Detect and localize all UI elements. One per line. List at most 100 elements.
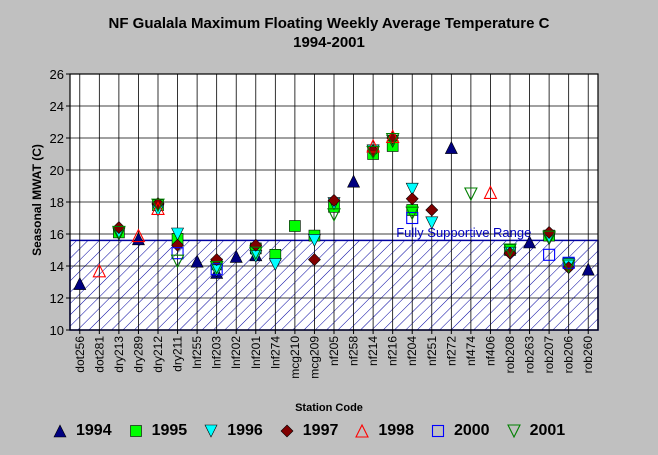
x-tick-label: mcg210 bbox=[288, 336, 302, 379]
point-1998 bbox=[151, 201, 165, 215]
point-2001 bbox=[111, 225, 126, 240]
point-2001 bbox=[561, 259, 576, 274]
x-tick-label: rob208 bbox=[503, 336, 517, 374]
legend-item-1998: 1998 bbox=[354, 422, 414, 440]
point-2001 bbox=[503, 243, 517, 258]
x-tick-label: nf251 bbox=[425, 336, 439, 366]
point-2001 bbox=[151, 198, 165, 213]
x-tick-label: dry289 bbox=[131, 336, 145, 373]
point-1994 bbox=[229, 249, 243, 263]
x-tick-label: nf406 bbox=[483, 336, 497, 366]
point-1996 bbox=[425, 216, 439, 230]
point-2001 bbox=[405, 206, 420, 221]
point-1997 bbox=[249, 238, 263, 252]
legend-marker-1996 bbox=[204, 424, 218, 438]
point-1998 bbox=[131, 228, 146, 243]
point-1998 bbox=[483, 185, 498, 199]
x-tick-label: nf258 bbox=[347, 336, 361, 366]
legend-marker-2000 bbox=[431, 424, 445, 438]
legend: 1994 1995 1996 1997 1998 2000 2001 bbox=[52, 420, 581, 442]
legend-marker-1998 bbox=[355, 423, 370, 438]
x-tick-label: nf272 bbox=[444, 336, 458, 366]
y-tick-label: 20 bbox=[50, 163, 64, 178]
series-2001 bbox=[111, 133, 576, 275]
legend-item-2000: 2000 bbox=[430, 422, 490, 440]
x-tick-label: lnf201 bbox=[249, 336, 263, 369]
x-tick-label: nf204 bbox=[405, 336, 419, 366]
legend-label: 1996 bbox=[227, 422, 263, 439]
point-1997 bbox=[542, 225, 556, 239]
x-tick-label: nf474 bbox=[464, 336, 478, 366]
y-tick-label: 12 bbox=[50, 291, 64, 306]
point-2000 bbox=[406, 211, 419, 225]
point-1996 bbox=[268, 258, 282, 272]
point-1997 bbox=[327, 193, 341, 207]
point-1997 bbox=[562, 261, 576, 275]
legend-marker-shape bbox=[280, 424, 294, 438]
legend-marker-1995 bbox=[129, 425, 142, 437]
point-1994 bbox=[190, 254, 204, 268]
y-tick-label: 16 bbox=[50, 227, 64, 242]
x-tick-label: lnf202 bbox=[229, 336, 243, 369]
point-2001 bbox=[463, 187, 478, 202]
band-label: Fully Supportive Range bbox=[396, 225, 531, 240]
point-1994 bbox=[73, 276, 87, 290]
x-tick-label: mcg209 bbox=[307, 336, 321, 379]
y-axis-label: Seasonal MWAT (C) bbox=[30, 144, 44, 256]
series-1997 bbox=[112, 131, 576, 275]
x-tick-label: dot281 bbox=[92, 336, 106, 373]
point-1997 bbox=[210, 253, 224, 267]
legend-marker-shape bbox=[204, 424, 218, 438]
point-2001 bbox=[385, 133, 400, 147]
legend-marker-shape bbox=[355, 423, 370, 438]
legend-item-1994: 1994 bbox=[52, 422, 112, 440]
point-2000 bbox=[562, 256, 575, 269]
x-tick-label: nf214 bbox=[366, 336, 380, 366]
point-1994 bbox=[581, 262, 595, 276]
y-tick-label: 22 bbox=[50, 131, 64, 146]
x-tick-label: dry213 bbox=[112, 336, 126, 373]
point-1994 bbox=[523, 235, 537, 249]
legend-marker-shape bbox=[431, 424, 445, 438]
legend-label: 1995 bbox=[151, 422, 188, 439]
x-tick-label: nf216 bbox=[386, 336, 400, 366]
point-2001 bbox=[248, 246, 263, 261]
legend-label: 1994 bbox=[76, 422, 112, 439]
legend-item-2001: 2001 bbox=[506, 422, 566, 440]
legend-label: 1997 bbox=[302, 422, 339, 439]
point-2001 bbox=[327, 208, 341, 223]
point-1997 bbox=[425, 203, 439, 217]
legend-label: 1998 bbox=[378, 422, 414, 439]
legend-marker-shape bbox=[129, 425, 142, 437]
legend-marker-1997 bbox=[280, 424, 294, 438]
x-axis-label: Station Code bbox=[295, 402, 363, 414]
legend-label: 2001 bbox=[529, 422, 566, 439]
legend-item-1996: 1996 bbox=[203, 422, 263, 440]
point-1998 bbox=[92, 263, 107, 278]
point-1994 bbox=[444, 140, 458, 154]
point-2001 bbox=[542, 230, 557, 245]
legend-marker-2001 bbox=[506, 424, 521, 439]
legend-label: 2000 bbox=[453, 422, 490, 439]
plot-border bbox=[69, 73, 599, 331]
point-2000 bbox=[543, 248, 556, 261]
x-tick-label: lnf255 bbox=[190, 336, 204, 369]
chart-title-line2: 1994-2001 bbox=[293, 34, 365, 51]
y-tick-label: 26 bbox=[50, 67, 64, 82]
point-1996 bbox=[405, 182, 419, 196]
point-1995 bbox=[289, 220, 301, 232]
chart-plot: 10 12 14 16 18 20 22 24 26 dot256 dot281 dry213 dry2… bbox=[50, 67, 599, 379]
point-1997 bbox=[405, 192, 419, 206]
point-1996 bbox=[171, 227, 185, 241]
chart-title: NF Gualala Maximum Floating Weekly Avera… bbox=[0, 14, 658, 52]
legend-marker-1994 bbox=[53, 424, 67, 438]
point-2001 bbox=[170, 254, 185, 269]
point-1998 bbox=[385, 129, 400, 143]
series-2000 bbox=[171, 211, 575, 276]
legend-marker-shape bbox=[53, 424, 67, 438]
point-2001 bbox=[209, 261, 224, 275]
y-tick-label: 10 bbox=[50, 323, 64, 338]
x-tick-label: nf205 bbox=[327, 336, 341, 366]
x-tick-label: rob260 bbox=[581, 336, 595, 374]
x-tick-label: dry211 bbox=[171, 336, 185, 372]
